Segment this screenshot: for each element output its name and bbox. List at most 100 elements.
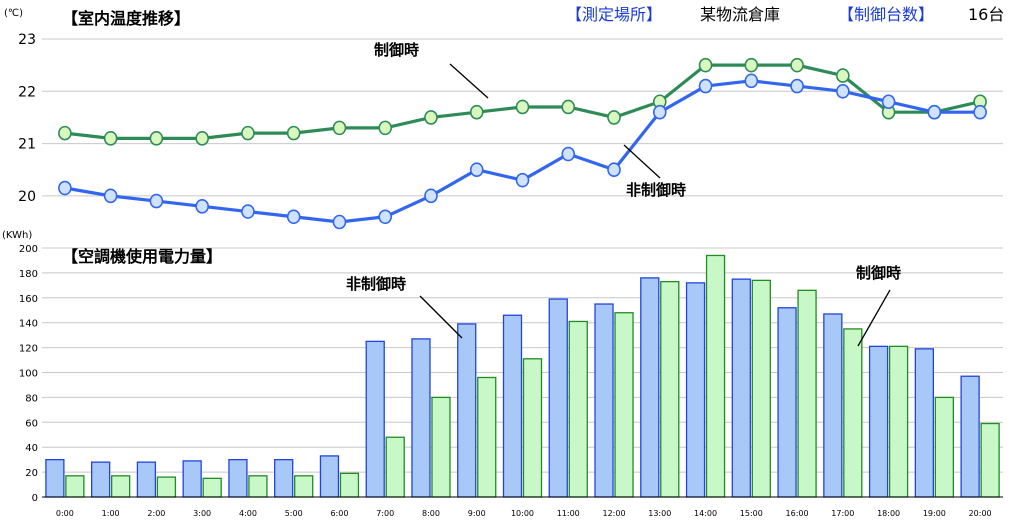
temp-y-tick-label: 23 [18,32,36,48]
temp-point-uncontrolled [286,209,301,225]
x-tick-label: 1:00 [102,509,120,518]
temp-point-uncontrolled [836,83,850,99]
power-bar-controlled [477,376,497,498]
x-tick-label: 7:00 [376,509,394,518]
power-bar-controlled [202,477,222,498]
temp-y-tick-label: 20 [18,189,36,205]
power-bar-uncontrolled [731,278,751,498]
temp-annotation-controlled: 制御時 [374,41,419,59]
temp-point-uncontrolled [927,104,942,120]
temp-point-controlled [149,131,164,146]
temp-point-uncontrolled [698,78,713,94]
x-tick-label: 13:00 [648,509,671,518]
temp-point-controlled [58,125,72,141]
power-bar-controlled [660,280,680,498]
line-layer [58,57,987,230]
power-bar-uncontrolled [319,455,340,498]
power-bar-controlled [385,436,405,498]
power-y-tick-label: 80 [25,393,38,404]
power-y-tick-label: 60 [25,418,38,429]
power-bar-controlled [294,475,314,498]
power-bar-uncontrolled [685,282,706,498]
count-value: 16台 [968,5,1004,24]
location-label: 【測定場所】 [566,5,662,24]
temp-point-uncontrolled [561,146,576,162]
x-tick-label: 11:00 [557,509,580,518]
power-bar-controlled [751,279,771,498]
power-y-tick-label: 200 [19,244,38,255]
temp-point-uncontrolled [469,162,484,178]
power-bar-uncontrolled [90,461,111,498]
temp-annotation-uncontrolled-leader [623,144,661,179]
temp-point-controlled [836,68,850,83]
power-annotation-uncontrolled: 非制御時 [346,275,406,293]
location-value: 某物流倉庫 [700,5,780,24]
x-tick-label: 12:00 [602,509,625,518]
temp-y-tick-label: 21 [18,137,36,153]
power-bar-controlled [65,475,85,498]
power-bar-uncontrolled [228,458,248,498]
temp-point-uncontrolled [149,193,164,209]
temp-point-uncontrolled [378,209,393,225]
x-tick-label: 18:00 [877,509,900,518]
temp-point-controlled [332,120,347,136]
power-bar-controlled [797,289,817,498]
power-y-tick-label: 160 [19,294,38,305]
bar-layer [45,254,1000,498]
power-bar-uncontrolled [777,307,797,498]
power-y-tick-label: 120 [19,344,38,355]
x-tick-label: 2:00 [147,509,165,518]
x-tick-label: 16:00 [786,509,809,518]
power-bar-controlled [980,422,1000,498]
temp-point-controlled [424,110,438,125]
temp-point-controlled [698,57,713,73]
power-bar-controlled [888,345,909,498]
x-tick-label: 10:00 [511,509,534,518]
temp-point-uncontrolled [881,94,896,110]
power-bar-controlled [568,320,588,498]
x-tick-label: 5:00 [285,509,303,518]
temp-point-controlled [744,57,759,73]
temp-y-tick-label: 22 [18,84,36,100]
x-tick-label: 19:00 [923,509,946,518]
power-chart-title: 【空調機使用電力量】 [62,247,222,266]
temp-point-controlled [607,110,621,125]
temp-point-uncontrolled [195,199,209,214]
temp-point-controlled [103,131,118,146]
power-bar-uncontrolled [457,323,477,498]
power-bar-uncontrolled [548,298,568,498]
x-tick-label: 8:00 [422,509,440,518]
temp-point-controlled [515,99,530,115]
x-tick-label: 4:00 [239,509,257,518]
power-bar-controlled [110,475,131,498]
temp-point-controlled [286,125,301,141]
power-bar-uncontrolled [823,313,843,498]
power-bar-uncontrolled [365,340,385,498]
temp-point-controlled [561,99,576,115]
power-bar-uncontrolled [274,458,294,498]
power-bar-controlled [339,472,360,498]
power-bar-controlled [248,475,268,498]
power-y-tick-label: 140 [19,319,38,330]
x-tick-label: 17:00 [831,509,854,518]
power-bar-uncontrolled [960,375,980,498]
power-bar-uncontrolled [640,277,660,498]
temp-annotation-uncontrolled: 非制御時 [626,181,686,199]
power-bar-controlled [156,476,177,498]
power-bar-uncontrolled [594,303,614,498]
power-bar-controlled [705,254,726,498]
power-annotation-controlled: 制御時 [856,264,901,282]
x-tick-label: 20:00 [969,509,992,518]
temp-point-uncontrolled [515,172,530,188]
x-tick-label: 0:00 [56,509,74,518]
power-bar-controlled [522,358,543,498]
temp-chart-title: 【室内温度推移】 [62,9,190,28]
x-tick-label: 9:00 [468,509,486,518]
temp-point-controlled [469,104,484,120]
power-bar-uncontrolled [45,458,65,498]
tick-layer: 20 21 22 23 0 20 40 60 80 100 120 140 160 180 200 0:00 1… [18,32,1003,518]
power-bar-controlled [843,328,863,498]
temp-point-uncontrolled [241,204,255,219]
grid-layer [42,38,1003,473]
count-label: 【制御台数】 [838,5,934,24]
